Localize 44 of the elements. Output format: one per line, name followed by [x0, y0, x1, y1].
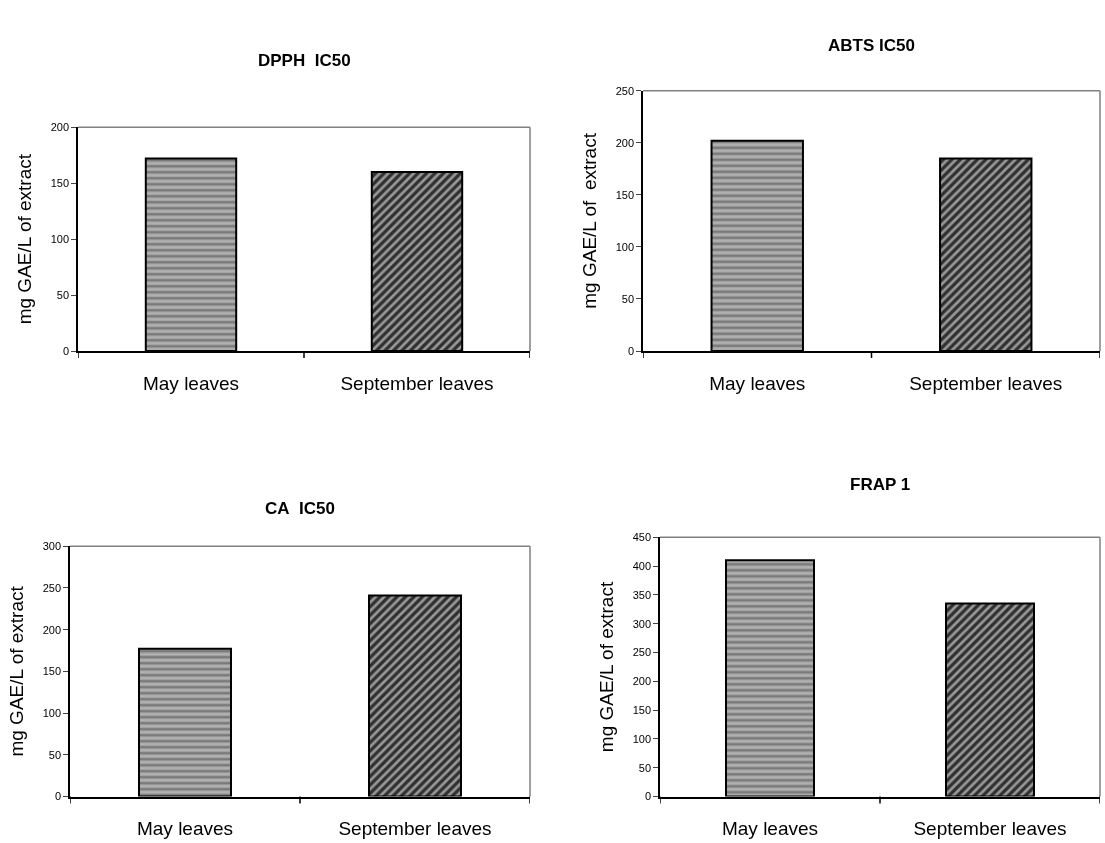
y-tick-label: 0: [54, 790, 62, 803]
y-tick-label: 150: [632, 704, 652, 717]
y-tick-label: 150: [42, 665, 62, 678]
y-tick-label: 200: [50, 121, 70, 134]
y-tick-label: 350: [632, 588, 652, 601]
y-tick-label: 200: [632, 675, 652, 688]
y-tick-label: 250: [632, 646, 652, 659]
y-tick-label: 200: [42, 623, 62, 636]
x-tick-label: September leaves: [913, 818, 1067, 840]
y-tick-label: 300: [632, 617, 652, 630]
y-tick-label: 50: [638, 761, 652, 774]
x-tick-label: May leaves: [721, 818, 819, 840]
y-tick-label: 100: [632, 732, 652, 745]
y-axis-title: mg GAE/L of extract: [14, 153, 36, 325]
y-tick-label: 250: [615, 84, 635, 97]
y-axis-title: mg GAE/L of extract: [6, 585, 28, 757]
y-tick-label: 300: [42, 540, 62, 553]
chart-title: ABTS IC50: [828, 36, 915, 55]
y-tick-label: 200: [615, 136, 635, 149]
y-tick-label: 50: [56, 288, 70, 301]
y-tick-label: 150: [50, 177, 70, 190]
x-tick-label: September leaves: [909, 372, 1063, 394]
y-tick-label: 100: [42, 706, 62, 719]
chart-title: FRAP 1: [850, 475, 911, 494]
y-tick-label: 0: [644, 790, 652, 803]
x-tick-label: May leaves: [136, 818, 234, 840]
y-tick-label: 400: [632, 559, 652, 572]
y-tick-label: 150: [615, 188, 635, 201]
y-tick-label: 450: [632, 531, 652, 544]
chart-title: CA IC50: [265, 499, 335, 518]
y-tick-label: 100: [615, 240, 635, 253]
y-axis-title: mg GAE/L of extract: [596, 581, 618, 753]
y-tick-label: 50: [621, 292, 635, 305]
y-tick-label: 50: [48, 748, 62, 761]
y-axis-title: mg GAE/L of extract: [579, 132, 601, 309]
x-tick-label: May leaves: [709, 372, 806, 394]
y-tick-label: 0: [62, 344, 70, 357]
y-tick-label: 100: [50, 232, 70, 245]
x-tick-label: September leaves: [338, 818, 492, 840]
chart-title: DPPH IC50: [258, 51, 351, 70]
y-tick-label: 0: [627, 344, 635, 357]
y-tick-label: 250: [42, 581, 62, 594]
x-tick-label: May leaves: [142, 372, 240, 394]
x-tick-label: September leaves: [340, 372, 494, 394]
